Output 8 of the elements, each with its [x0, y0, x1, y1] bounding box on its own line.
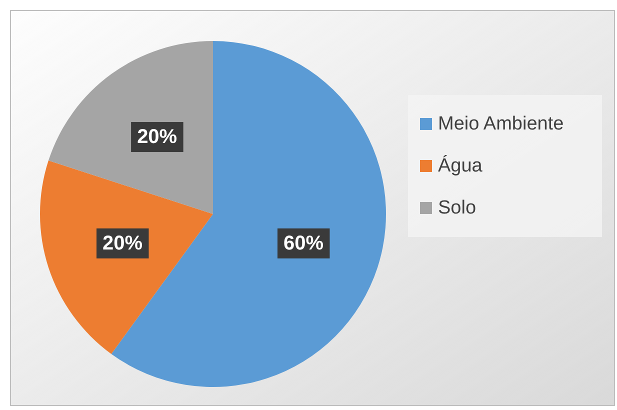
legend-label: Solo	[438, 198, 476, 218]
pie-slice	[40, 160, 213, 354]
legend-label: Água	[438, 154, 483, 176]
pie-slice	[48, 41, 213, 214]
data-label: 20%	[102, 232, 143, 254]
data-label: 20%	[137, 126, 178, 148]
data-label: 60%	[283, 232, 324, 254]
legend-label: Meio Ambiente	[438, 114, 564, 134]
